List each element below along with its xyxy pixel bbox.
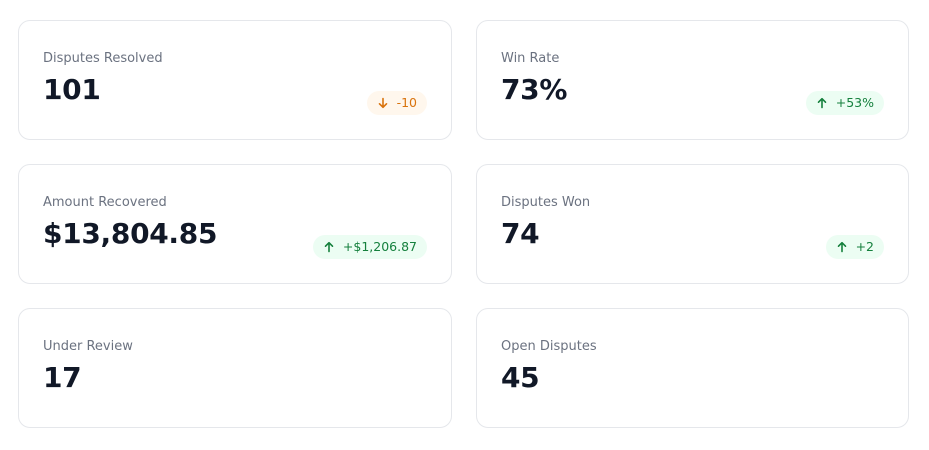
change-badge-text: +2	[855, 239, 874, 254]
stat-value: 101	[43, 73, 101, 106]
stat-value: 74	[501, 217, 540, 250]
change-badge-text: +53%	[835, 95, 874, 110]
stat-label: Disputes Resolved	[43, 51, 163, 66]
stat-card-disputes-won: Disputes Won 74 +2	[476, 164, 909, 284]
stats-grid: Disputes Resolved 101 -10 Win Rate 73% +…	[18, 20, 909, 428]
change-badge: -10	[366, 91, 427, 115]
stat-card-under-review: Under Review 17	[18, 308, 452, 428]
stat-label: Open Disputes	[501, 339, 597, 354]
change-badge-text: +$1,206.87	[342, 239, 417, 254]
stat-value: 17	[43, 361, 82, 394]
change-badge: +53%	[805, 91, 884, 115]
stat-card-open-disputes: Open Disputes 45	[476, 308, 909, 428]
stat-value: 73%	[501, 73, 568, 106]
stat-card-amount-recovered: Amount Recovered $13,804.85 +$1,206.87	[18, 164, 452, 284]
arrow-up-icon	[816, 97, 828, 109]
stat-label: Win Rate	[501, 51, 560, 66]
stat-label: Disputes Won	[501, 195, 591, 210]
stat-card-win-rate: Win Rate 73% +53%	[476, 20, 909, 140]
stat-value: $13,804.85	[43, 217, 218, 250]
arrow-down-icon	[377, 97, 389, 109]
change-badge-text: -10	[396, 95, 417, 110]
stat-card-disputes-resolved: Disputes Resolved 101 -10	[18, 20, 452, 140]
change-badge: +2	[825, 235, 884, 259]
stat-label: Under Review	[43, 339, 133, 354]
arrow-up-icon	[323, 241, 335, 253]
change-badge: +$1,206.87	[312, 235, 427, 259]
stat-label: Amount Recovered	[43, 195, 167, 210]
stat-value: 45	[501, 361, 540, 394]
arrow-up-icon	[836, 241, 848, 253]
